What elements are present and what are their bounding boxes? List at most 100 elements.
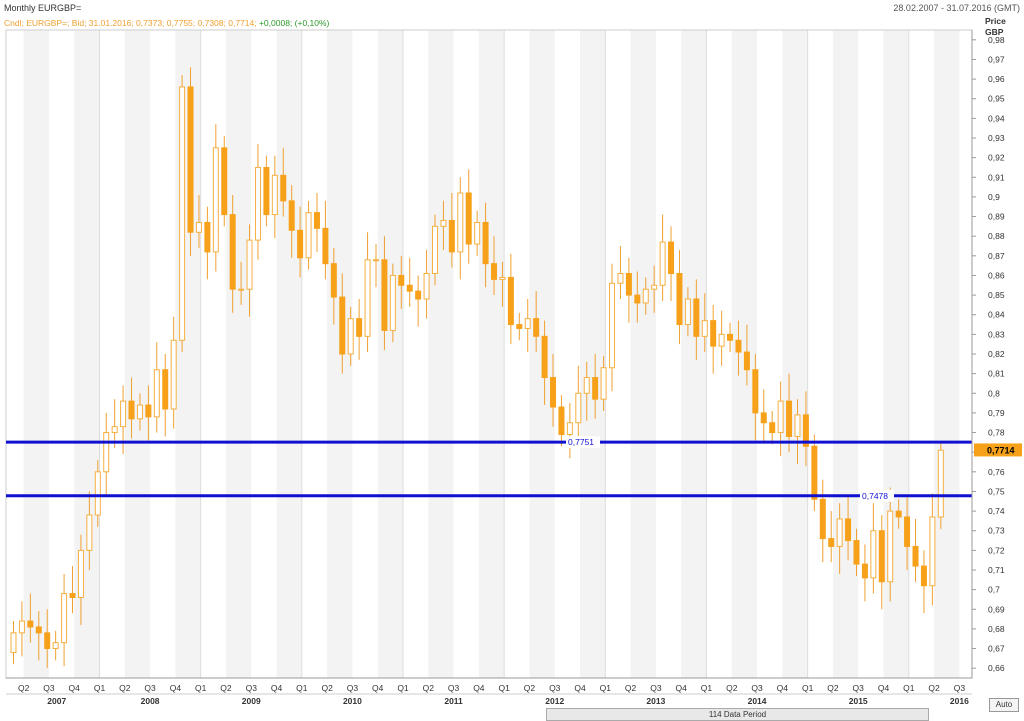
quarter-label: Q4 bbox=[170, 683, 182, 693]
candle-body-down bbox=[760, 412, 767, 424]
candle-body-down bbox=[853, 540, 860, 565]
candle-body-up bbox=[120, 400, 127, 428]
quarter-label: Q3 bbox=[751, 683, 763, 693]
price-tick-label: 0,69 bbox=[988, 604, 1005, 614]
candle-body-up bbox=[254, 166, 261, 241]
year-label: 2007 bbox=[47, 696, 66, 706]
year-label: 2009 bbox=[242, 696, 261, 706]
candle-body-up bbox=[136, 404, 143, 420]
candle-body-up bbox=[10, 632, 17, 653]
candle-body-down bbox=[229, 214, 236, 290]
quarter-label: Q2 bbox=[220, 683, 232, 693]
quarter-label: Q1 bbox=[498, 683, 510, 693]
candle-body-down bbox=[802, 414, 809, 447]
quarter-label: Q2 bbox=[524, 683, 536, 693]
candle-body-down bbox=[845, 518, 852, 542]
candle-body-down bbox=[339, 296, 346, 355]
candle-body-down bbox=[811, 445, 818, 500]
price-tick-label: 0,8 bbox=[988, 388, 1000, 398]
candle-body-down bbox=[786, 400, 793, 437]
price-tick-label: 0,98 bbox=[988, 35, 1005, 45]
candle-body-down bbox=[743, 351, 750, 371]
horizontal-line-label: 0,7478 bbox=[862, 491, 888, 501]
year-label: 2012 bbox=[545, 696, 564, 706]
quarter-band bbox=[276, 30, 302, 678]
candle-body-down bbox=[752, 369, 759, 414]
candle-body-up bbox=[440, 219, 447, 227]
axis-title: Price GBP bbox=[985, 16, 1006, 38]
quarter-label: Q2 bbox=[119, 683, 131, 693]
candle-body-down bbox=[878, 530, 885, 583]
quarter-band bbox=[782, 30, 808, 678]
quarter-label: Q4 bbox=[878, 683, 890, 693]
quarter-label: Q3 bbox=[853, 683, 865, 693]
candle-body-up bbox=[111, 426, 118, 434]
candle-body-down bbox=[533, 318, 540, 337]
auto-scale-button[interactable]: Auto bbox=[989, 698, 1019, 712]
quarter-label: Q3 bbox=[448, 683, 460, 693]
candle-body-up bbox=[195, 221, 202, 233]
candle-body-down bbox=[516, 324, 523, 329]
candle-body-up bbox=[474, 221, 481, 245]
candle-body-down bbox=[668, 241, 675, 274]
candle-body-down bbox=[861, 563, 868, 579]
candle-body-down bbox=[507, 276, 514, 326]
chart-title: Monthly EURGBP= bbox=[4, 3, 82, 13]
candle-body-down bbox=[27, 620, 34, 628]
price-tick-label: 0,79 bbox=[988, 408, 1005, 418]
candle-body-up bbox=[77, 549, 84, 598]
candle-body-down bbox=[381, 259, 388, 331]
last-price-box bbox=[974, 443, 1022, 457]
candle-body-down bbox=[482, 221, 489, 265]
candle-body-down bbox=[280, 174, 287, 202]
candle-body-down bbox=[491, 263, 498, 280]
candle-body-down bbox=[398, 274, 405, 286]
candle-body-up bbox=[94, 471, 101, 516]
quarter-label: Q3 bbox=[144, 683, 156, 693]
candle-body-up bbox=[246, 239, 253, 290]
candle-body-up bbox=[499, 276, 506, 280]
candle-body-down bbox=[145, 404, 152, 418]
candle-body-up bbox=[372, 259, 379, 262]
candle-body-down bbox=[263, 166, 270, 216]
date-range: 28.02.2007 - 31.07.2016 (GMT) bbox=[893, 3, 1020, 13]
price-tick-label: 0,85 bbox=[988, 290, 1005, 300]
candle-body-down bbox=[550, 377, 557, 408]
candle-body-down bbox=[592, 377, 599, 400]
price-tick-label: 0,91 bbox=[988, 172, 1005, 182]
quarter-label: Q3 bbox=[549, 683, 561, 693]
price-tick-label: 0,86 bbox=[988, 270, 1005, 280]
candle-body-down bbox=[406, 284, 413, 292]
price-tick-label: 0,66 bbox=[988, 663, 1005, 673]
price-tick-label: 0,97 bbox=[988, 54, 1005, 64]
year-label: 2008 bbox=[141, 696, 160, 706]
candle-body-up bbox=[423, 272, 430, 300]
price-tick-label: 0,89 bbox=[988, 212, 1005, 222]
price-tick-label: 0,7 bbox=[988, 585, 1000, 595]
candle-body-down bbox=[162, 369, 169, 410]
quarter-label: Q2 bbox=[928, 683, 940, 693]
candle-body-down bbox=[204, 221, 211, 253]
price-tick-label: 0,76 bbox=[988, 467, 1005, 477]
candle-body-down bbox=[769, 422, 776, 434]
candle-body-down bbox=[35, 626, 42, 634]
year-label: 2010 bbox=[343, 696, 362, 706]
price-tick-label: 0,68 bbox=[988, 624, 1005, 634]
data-period-scroller[interactable]: 114 Data Period bbox=[546, 708, 929, 721]
price-tick-label: 0,92 bbox=[988, 153, 1005, 163]
candle-body-down bbox=[634, 294, 641, 304]
candle-body-down bbox=[69, 593, 76, 598]
candle-body-up bbox=[929, 516, 936, 587]
candle-body-down bbox=[819, 498, 826, 540]
candle-body-up bbox=[389, 274, 396, 331]
candle-body-up bbox=[684, 298, 691, 326]
year-label: 2016 bbox=[950, 696, 969, 706]
candle-body-up bbox=[432, 225, 438, 274]
series-legend: Cndl; EURGBP=; Bid; 31.01.2016; 0,7373; … bbox=[4, 18, 329, 28]
candle-body-down bbox=[297, 229, 304, 259]
candle-body-up bbox=[457, 192, 464, 253]
candle-body-up bbox=[937, 449, 944, 518]
candle-body-down bbox=[288, 200, 295, 231]
price-tick-label: 0,88 bbox=[988, 231, 1005, 241]
quarter-label: Q4 bbox=[676, 683, 688, 693]
